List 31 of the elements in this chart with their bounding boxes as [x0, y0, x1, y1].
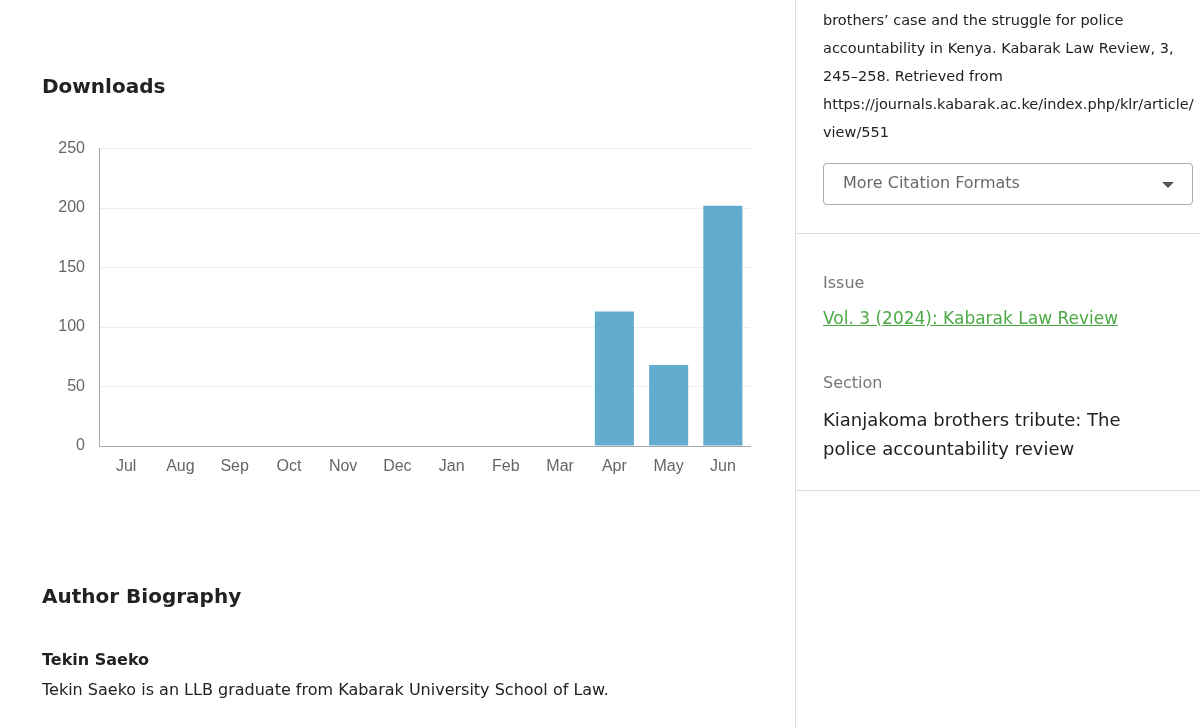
x-tick-label: Jan: [438, 457, 465, 475]
text: brothers’ case and the struggle for police accountability in Kenya. Kabarak Law Review, 3, 245–258. Retrieved from https://journals.kabarak.ac.ke/index.php/klr/article/view/551: [823, 12, 1194, 140]
x-tick-label: Feb: [492, 457, 520, 475]
bar: [649, 365, 689, 446]
x-tick-label: Mar: [546, 457, 575, 475]
text: Section: [823, 373, 883, 392]
text: Kianjakoma brothers tribute: The police accountability review: [823, 408, 1122, 461]
x-tick-label: Aug: [166, 457, 195, 475]
x-tick-label: Oct: [276, 457, 302, 475]
text: Issue: [823, 273, 865, 292]
y-tick-label: 50: [67, 376, 86, 394]
x-tick-label: Jun: [709, 457, 736, 475]
x-tick-label: Sep: [220, 457, 249, 475]
y-tick-label: 200: [58, 198, 86, 216]
bar: [594, 311, 634, 446]
text: Tekin Saeko is an LLB graduate from Kabarak University School of Law.: [42, 680, 609, 699]
bar: [703, 205, 743, 446]
x-tick-label: Apr: [601, 457, 628, 475]
y-tick-label: 100: [58, 317, 86, 335]
x-tick-label: Nov: [328, 457, 358, 475]
x-tick-label: Dec: [383, 457, 412, 475]
y-tick-label: 150: [58, 257, 86, 275]
x-tick-label: May: [653, 457, 684, 475]
x-tick-label: Jul: [115, 457, 137, 475]
text: Author Biography: [42, 584, 242, 608]
y-tick-label: 0: [76, 436, 86, 454]
chart-title: Downloads: [42, 74, 166, 98]
text: Tekin Saeko: [42, 650, 150, 669]
y-tick-label: 250: [58, 139, 86, 157]
text: Vol. 3 (2024): Kabarak Law Review: [823, 308, 1119, 328]
dropdown[interactable]: More Citation Formats: [823, 163, 1193, 205]
